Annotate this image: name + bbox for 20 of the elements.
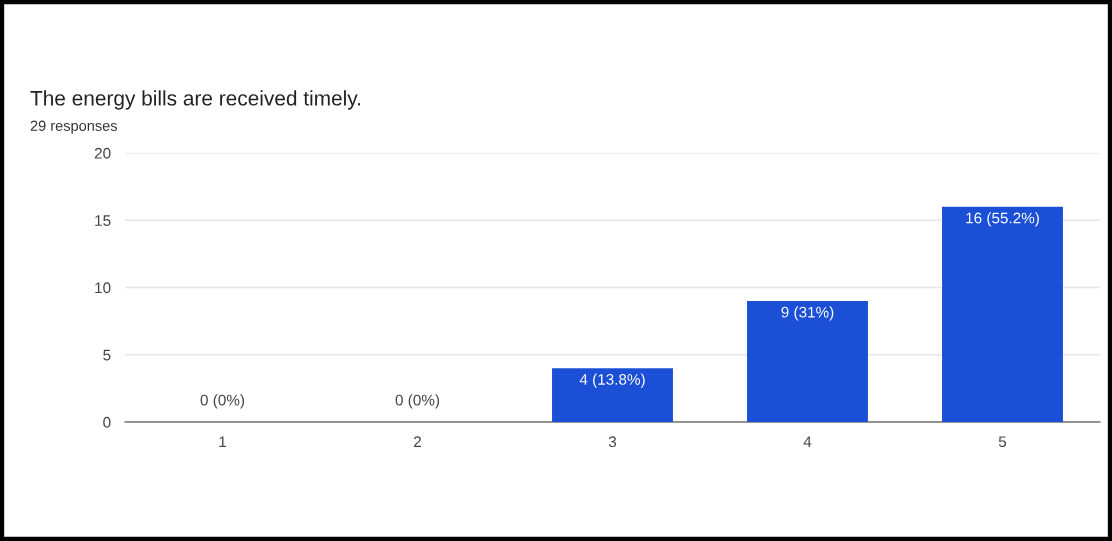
y-tick-label: 10	[95, 282, 111, 294]
bar	[747, 300, 868, 422]
x-tick-label: 5	[998, 436, 1007, 448]
chart-title: The energy bills are received timely.	[30, 90, 361, 110]
data-label: 16 (55.2%)	[966, 212, 1039, 227]
y-tick-label: 5	[103, 349, 111, 361]
data-label: 4 (13.8%)	[579, 373, 645, 388]
data-label: 0 (0%)	[200, 394, 245, 409]
data-label: 9 (31%)	[781, 306, 834, 321]
y-tick-label: 20	[94, 147, 111, 159]
chart-subtitle: 29 responses	[30, 120, 118, 134]
x-tick-label: 2	[414, 436, 421, 447]
x-tick-label: 1	[219, 436, 226, 447]
x-tick-label: 4	[803, 436, 812, 447]
y-tick-label: 0	[103, 416, 111, 428]
data-label: 0 (0%)	[395, 394, 440, 409]
y-tick-label: 15	[95, 215, 111, 226]
bar	[942, 206, 1063, 422]
bar	[552, 368, 673, 422]
x-tick-label: 3	[608, 436, 617, 448]
